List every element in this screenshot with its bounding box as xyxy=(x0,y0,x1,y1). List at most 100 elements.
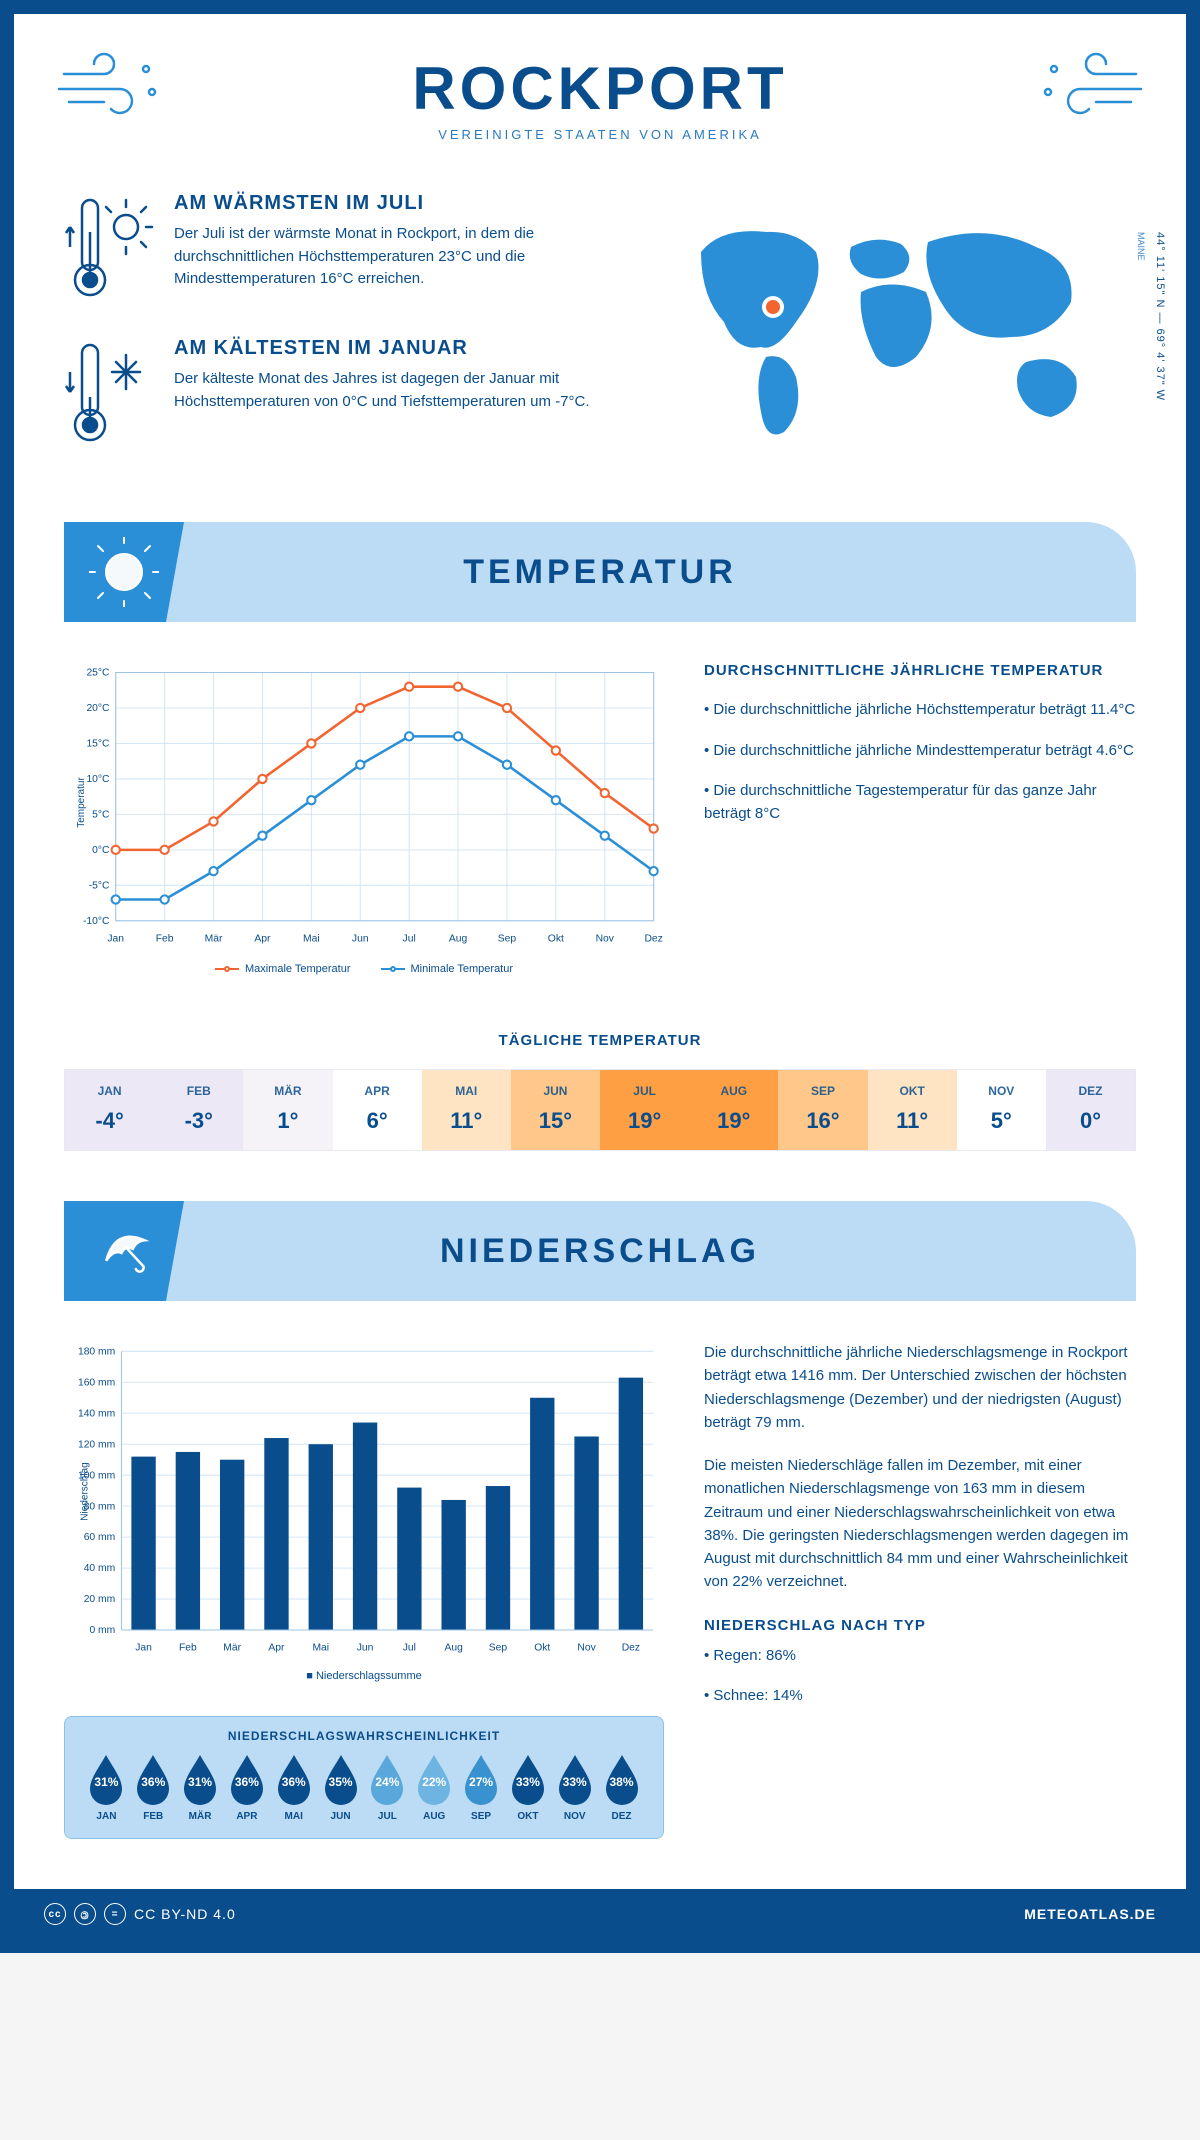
svg-text:Aug: Aug xyxy=(444,1643,463,1654)
svg-text:Jul: Jul xyxy=(403,933,416,944)
page-container: ROCKPORT VEREINIGTE STAATEN VON AMERIKA … xyxy=(0,0,1200,1953)
daily-temp-title: TÄGLICHE TEMPERATUR xyxy=(64,1032,1136,1049)
svg-text:0°C: 0°C xyxy=(92,845,110,856)
svg-text:180 mm: 180 mm xyxy=(78,1346,115,1357)
temperature-line-chart: Temperatur -10°C-5°C0°C5°C10°C15°C20°C25… xyxy=(64,662,664,992)
daily-cell: SEP16° xyxy=(778,1070,867,1150)
fact-warm-text: Der Juli ist der wärmste Monat in Rockpo… xyxy=(174,223,636,291)
drop-item: 38%DEZ xyxy=(598,1753,645,1822)
svg-text:Mai: Mai xyxy=(303,933,320,944)
drop-item: 22%AUG xyxy=(411,1753,458,1822)
legend-low-label: Minimale Temperatur xyxy=(411,963,514,975)
precip-p1: Die durchschnittliche jährliche Niedersc… xyxy=(704,1341,1136,1434)
svg-text:-5°C: -5°C xyxy=(89,880,110,891)
thermometer-sun-icon xyxy=(64,192,154,307)
umbrella-icon xyxy=(64,1201,184,1301)
svg-text:160 mm: 160 mm xyxy=(78,1377,115,1388)
daily-cell: JUL19° xyxy=(600,1070,689,1150)
page-subtitle: VEREINIGTE STAATEN VON AMERIKA xyxy=(64,127,1136,142)
license-text: CC BY-ND 4.0 xyxy=(134,1906,236,1922)
type-bullet: • Regen: 86% xyxy=(704,1645,1136,1668)
region-label: MAINE xyxy=(1136,232,1146,261)
daily-cell: NOV5° xyxy=(957,1070,1046,1150)
drop-item: 36%FEB xyxy=(130,1753,177,1822)
daily-temp-table: JAN-4°FEB-3°MÄR1°APR6°MAI11°JUN15°JUL19°… xyxy=(64,1069,1136,1151)
svg-text:60 mm: 60 mm xyxy=(84,1532,116,1543)
svg-text:Jun: Jun xyxy=(357,1643,374,1654)
svg-text:20°C: 20°C xyxy=(86,703,110,714)
world-map: MAINE 44° 11' 15" N — 69° 4' 37" W xyxy=(666,192,1136,482)
svg-text:Sep: Sep xyxy=(498,933,517,944)
svg-text:Jan: Jan xyxy=(135,1643,152,1654)
svg-text:25°C: 25°C xyxy=(86,668,110,679)
svg-text:Mär: Mär xyxy=(205,933,223,944)
temperature-info: DURCHSCHNITTLICHE JÄHRLICHE TEMPERATUR •… xyxy=(704,662,1136,992)
drop-item: 35%JUN xyxy=(317,1753,364,1822)
section-title-precipitation: NIEDERSCHLAG xyxy=(440,1232,760,1271)
daily-cell: FEB-3° xyxy=(154,1070,243,1150)
svg-text:40 mm: 40 mm xyxy=(84,1563,116,1574)
probability-band: NIEDERSCHLAGSWAHRSCHEINLICHKEIT 31%JAN36… xyxy=(64,1716,664,1839)
section-banner-temperature: TEMPERATUR xyxy=(64,522,1136,622)
daily-cell: OKT11° xyxy=(868,1070,957,1150)
precip-type-title: NIEDERSCHLAG NACH TYP xyxy=(704,1614,1136,1637)
wind-icon xyxy=(54,44,174,129)
thermometer-snow-icon xyxy=(64,337,154,452)
svg-text:Mai: Mai xyxy=(312,1643,329,1654)
cc-icon: cc xyxy=(44,1903,66,1925)
daily-cell: AUG19° xyxy=(689,1070,778,1150)
svg-text:Jun: Jun xyxy=(352,933,369,944)
drop-item: 31%MÄR xyxy=(177,1753,224,1822)
svg-text:Sep: Sep xyxy=(489,1643,508,1654)
svg-text:Aug: Aug xyxy=(449,933,468,944)
wind-icon xyxy=(1026,44,1146,129)
legend-high: Maximale Temperatur xyxy=(215,963,351,975)
nd-icon: = xyxy=(104,1903,126,1925)
daily-cell: MAI11° xyxy=(422,1070,511,1150)
legend-high-label: Maximale Temperatur xyxy=(245,963,351,975)
svg-text:Apr: Apr xyxy=(254,933,271,944)
drop-item: 33%NOV xyxy=(551,1753,598,1822)
temp-info-title: DURCHSCHNITTLICHE JÄHRLICHE TEMPERATUR xyxy=(704,662,1136,679)
svg-text:5°C: 5°C xyxy=(92,809,110,820)
fact-cold-title: AM KÄLTESTEN IM JANUAR xyxy=(174,337,636,360)
svg-text:Nov: Nov xyxy=(577,1643,596,1654)
page-title: ROCKPORT xyxy=(64,54,1136,123)
coordinates: 44° 11' 15" N — 69° 4' 37" W xyxy=(1154,232,1166,401)
svg-text:Jul: Jul xyxy=(403,1643,416,1654)
fact-warmest: AM WÄRMSTEN IM JULI Der Juli ist der wär… xyxy=(64,192,636,307)
svg-text:Feb: Feb xyxy=(156,933,174,944)
drop-item: 27%SEP xyxy=(458,1753,505,1822)
drop-item: 36%MAI xyxy=(270,1753,317,1822)
svg-text:Dez: Dez xyxy=(622,1643,640,1654)
by-icon: 🄯 xyxy=(74,1903,96,1925)
sun-icon xyxy=(64,522,184,622)
svg-text:Jan: Jan xyxy=(107,933,124,944)
svg-text:Dez: Dez xyxy=(644,933,662,944)
section-banner-precipitation: NIEDERSCHLAG xyxy=(64,1201,1136,1301)
intro-row: AM WÄRMSTEN IM JULI Der Juli ist der wär… xyxy=(64,192,1136,482)
svg-text:10°C: 10°C xyxy=(86,774,110,785)
temp-bullet: • Die durchschnittliche jährliche Höchst… xyxy=(704,699,1136,722)
temp-bullet: • Die durchschnittliche jährliche Mindes… xyxy=(704,740,1136,763)
section-title-temperature: TEMPERATUR xyxy=(463,553,737,592)
temp-bullet: • Die durchschnittliche Tagestemperatur … xyxy=(704,780,1136,825)
bar-legend: ■ Niederschlagssumme xyxy=(64,1670,664,1682)
drop-item: 33%OKT xyxy=(504,1753,551,1822)
svg-text:Okt: Okt xyxy=(534,1643,550,1654)
svg-text:15°C: 15°C xyxy=(86,739,110,750)
daily-cell: APR6° xyxy=(333,1070,422,1150)
legend-low: Minimale Temperatur xyxy=(381,963,514,975)
svg-text:120 mm: 120 mm xyxy=(78,1439,115,1450)
fact-coldest: AM KÄLTESTEN IM JANUAR Der kälteste Mona… xyxy=(64,337,636,452)
svg-text:20 mm: 20 mm xyxy=(84,1594,116,1605)
fact-warm-title: AM WÄRMSTEN IM JULI xyxy=(174,192,636,215)
svg-text:Apr: Apr xyxy=(268,1643,285,1654)
footer: cc 🄯 = CC BY-ND 4.0 METEOATLAS.DE xyxy=(14,1889,1186,1939)
license: cc 🄯 = CC BY-ND 4.0 xyxy=(44,1903,236,1925)
svg-text:Mär: Mär xyxy=(223,1643,241,1654)
svg-text:0 mm: 0 mm xyxy=(89,1625,115,1636)
site-name: METEOATLAS.DE xyxy=(1024,1906,1156,1922)
precipitation-bar-chart: Niederschlag 0 mm20 mm40 mm60 mm80 mm100… xyxy=(64,1341,664,1691)
svg-text:Okt: Okt xyxy=(548,933,564,944)
